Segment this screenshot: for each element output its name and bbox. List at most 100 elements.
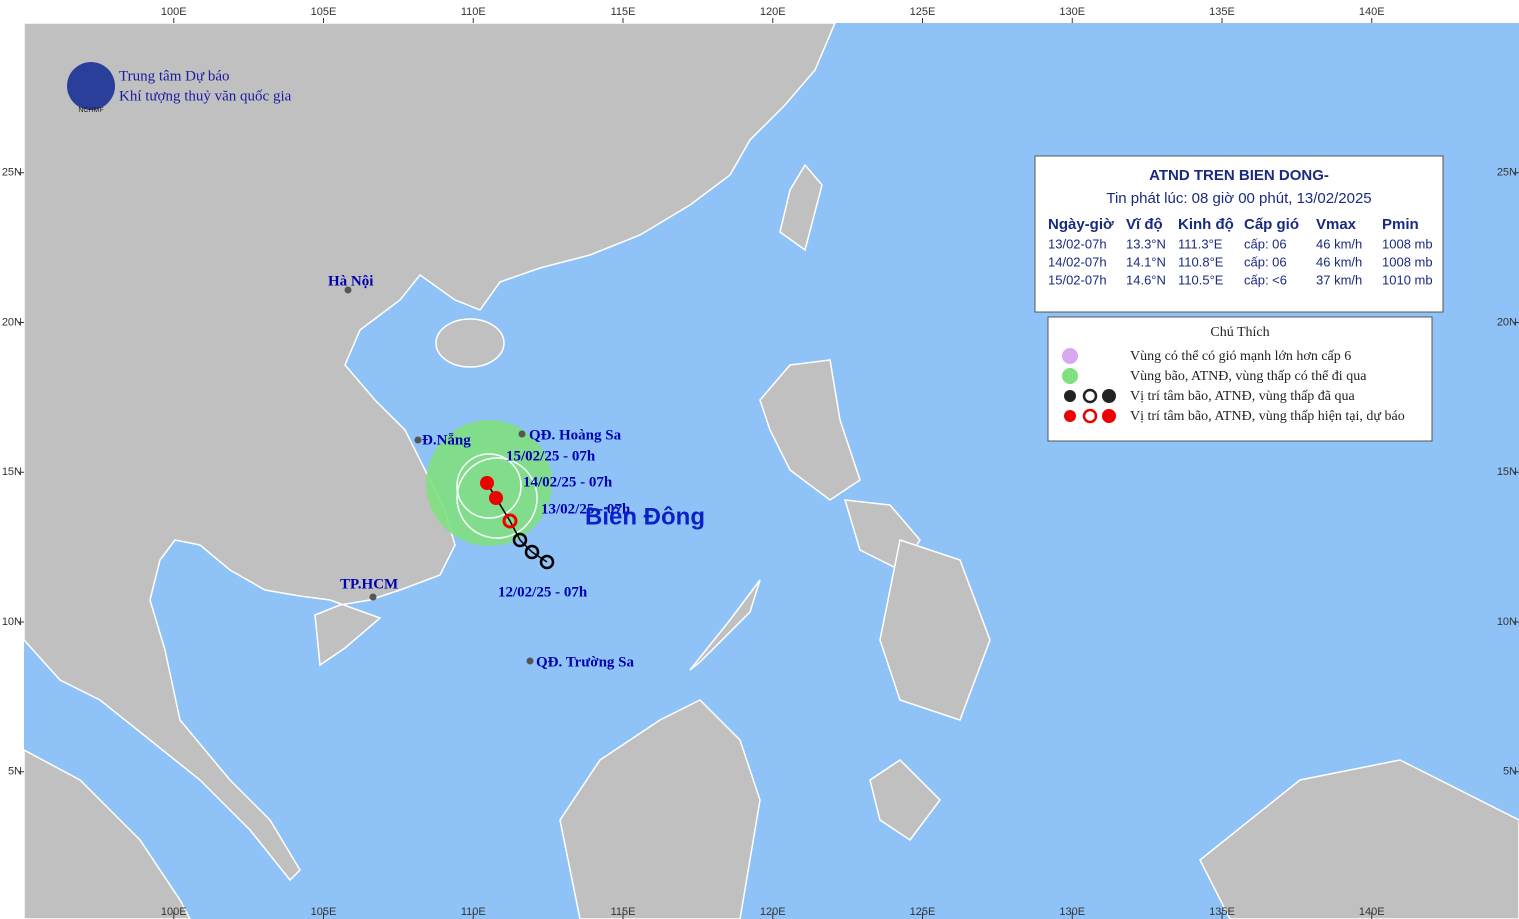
logo: NCHMF Trung tâm Dự báo Khí tượng thuỷ vă… [67, 62, 292, 114]
lat-label: 5N [1503, 766, 1517, 778]
table-cell: 1010 mb [1382, 272, 1433, 287]
lon-label: 115E [611, 6, 636, 18]
legend-swatch [1062, 368, 1078, 384]
lon-label: 110E [461, 6, 486, 18]
column-header: Cấp gió [1244, 216, 1299, 233]
org-name: Trung tâm Dự báo [119, 68, 230, 84]
bulletin-issued: Tin phát lúc: 08 giờ 00 phút, 13/02/2025 [1106, 190, 1371, 207]
forecast-position [480, 476, 494, 490]
forecast-ring [456, 453, 522, 519]
bulletin: ATND TREN BIEN DONG- Tin phát lúc: 08 gi… [1034, 155, 1444, 313]
lat-label: 5N [8, 766, 22, 778]
legend-swatch [1064, 390, 1076, 402]
places: Hà Nội Đ.Nẵng TP.HCM QĐ. Hoàng Sa QĐ. Tr… [328, 273, 705, 670]
legend-swatch [1082, 388, 1098, 404]
forecast-ring [456, 457, 538, 539]
mainland [23, 22, 837, 882]
legend-swatch [1102, 409, 1116, 423]
legend-label: Vị trí tâm bão, ATNĐ, vùng thấp đã qua [1130, 389, 1356, 404]
palawan [689, 579, 761, 671]
lon-label: 140E [1359, 906, 1385, 918]
mindanao [879, 539, 991, 721]
lat-label: 10N [1497, 616, 1517, 628]
place-label: Hà Nội [328, 273, 373, 289]
past-position [512, 532, 528, 548]
place-dot [414, 436, 422, 444]
sulawesi [869, 759, 941, 842]
legend-label: Vị trí tâm bão, ATNĐ, vùng thấp hiện tại… [1130, 409, 1405, 424]
lon-label: 100E [161, 6, 187, 18]
lat-label: 25N [2, 167, 22, 179]
place-dot [369, 593, 377, 601]
legend-label: Vùng bão, ATNĐ, vùng thấp có thể đi qua [1130, 369, 1367, 384]
past-position [539, 554, 555, 570]
table-cell: 14/02-07h [1048, 254, 1107, 269]
lat-label: 25N [1497, 167, 1517, 179]
org-name: Khí tượng thuỷ văn quốc gia [119, 88, 292, 104]
borneo [559, 699, 761, 919]
legend-swatch [1102, 389, 1116, 403]
column-header: Vmax [1316, 216, 1357, 233]
sumatra [23, 748, 191, 919]
luzon [759, 359, 861, 501]
legend-title: Chú Thích [1210, 325, 1269, 340]
table-cell: 37 km/h [1316, 272, 1362, 287]
place-dot [344, 286, 352, 294]
land [23, 22, 1519, 919]
table-cell: 111.3°E [1178, 236, 1223, 251]
lon-label: 140E [1359, 6, 1385, 18]
lon-label: 135E [1209, 906, 1235, 918]
storm [426, 420, 555, 570]
sea-label: Biển Đông [585, 503, 705, 530]
lon-label: 115E [611, 906, 636, 918]
lon-label: 135E [1209, 6, 1235, 18]
bulletin-box [1034, 155, 1444, 313]
lat-label: 20N [2, 316, 22, 328]
legend-swatch [1082, 408, 1098, 424]
lon-label: 100E [161, 906, 187, 918]
table-cell: 13/02-07h [1048, 236, 1107, 251]
column-header: Ngày-giờ [1048, 216, 1114, 233]
lat-label: 10N [2, 616, 22, 628]
table-cell: 110.5°E [1178, 272, 1224, 287]
hainan [435, 318, 505, 368]
table-cell: 14.1°N [1126, 254, 1166, 269]
legend-label: Vùng có thể có gió mạnh lớn hơn cấp 6 [1130, 349, 1351, 364]
logo-text: NCHMF [78, 107, 103, 114]
place-label: QĐ. Hoàng Sa [529, 427, 622, 443]
table-cell: cấp: 06 [1244, 254, 1287, 269]
storm-label: 14/02/25 - 07h [523, 474, 613, 490]
lon-label: 105E [311, 6, 337, 18]
lon-label: 125E [910, 906, 936, 918]
lat-label: 15N [1497, 466, 1517, 478]
place-label: QĐ. Trường Sa [536, 654, 635, 670]
lon-label: 130E [1059, 906, 1085, 918]
place-label: TP.HCM [340, 576, 398, 592]
table-cell: 14.6°N [1126, 272, 1166, 287]
lon-label: 125E [910, 6, 936, 18]
lat-label: 20N [1497, 316, 1517, 328]
column-header: Pmin [1382, 216, 1419, 233]
place-dot [518, 430, 526, 438]
storm-label: 12/02/25 - 07h [498, 584, 588, 600]
lon-label: 120E [760, 906, 786, 918]
logo-disc [67, 62, 115, 110]
table-cell: 1008 mb [1382, 236, 1433, 251]
lat-label: 15N [2, 466, 22, 478]
table-cell: 46 km/h [1316, 236, 1362, 251]
place-dot [526, 657, 534, 665]
place-label: Đ.Nẵng [422, 432, 471, 448]
storm-label: 13/02/25 - 07h [541, 501, 631, 517]
lon-label: 130E [1059, 6, 1085, 18]
new-guinea [1199, 759, 1519, 919]
lon-label: 120E [760, 6, 786, 18]
table-cell: cấp: 06 [1244, 236, 1287, 251]
column-header: Vĩ độ [1126, 216, 1163, 233]
storm-label: 15/02/25 - 07h [506, 448, 596, 464]
legend-swatch [1062, 348, 1078, 364]
table-cell: 13.3°N [1126, 236, 1166, 251]
table-cell: 15/02-07h [1048, 272, 1107, 287]
table-cell: cấp: <6 [1244, 272, 1287, 287]
